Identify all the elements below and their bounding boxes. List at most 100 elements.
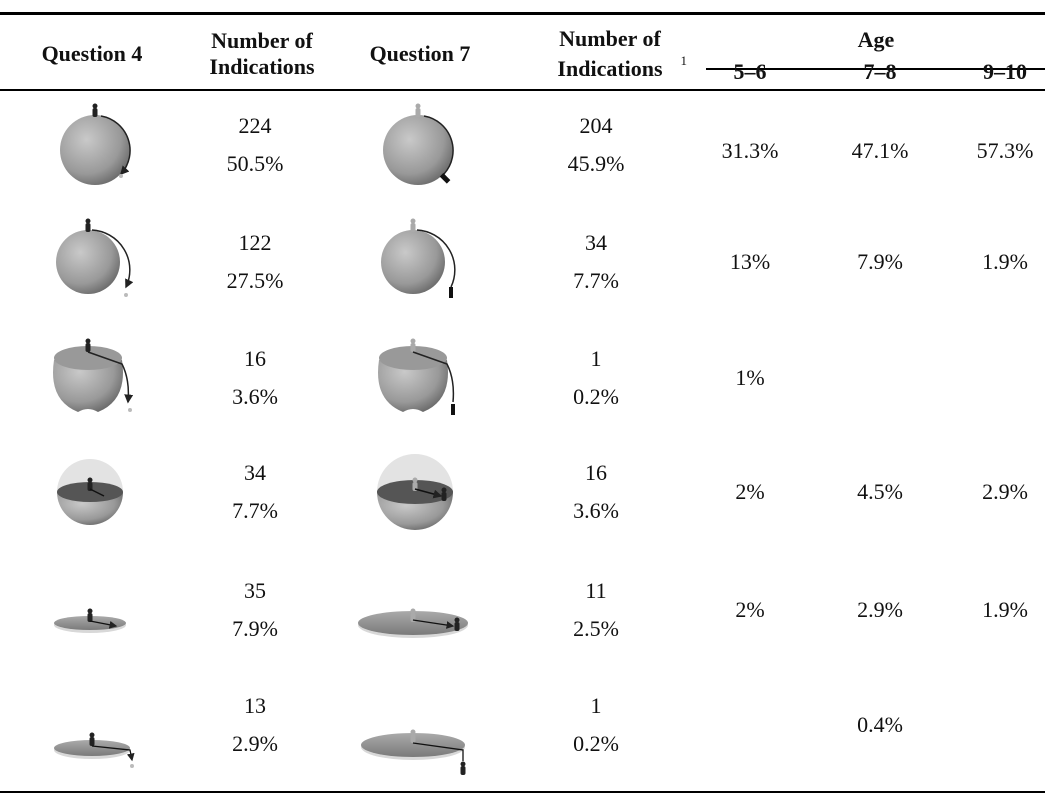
icon-shape	[412, 742, 464, 761]
icon-shape	[130, 764, 134, 768]
table-cell: 122	[238, 230, 272, 255]
table-cell: 2%	[735, 597, 765, 622]
header-cell: 7–8	[863, 59, 897, 84]
table-cell: 7.9%	[232, 616, 278, 641]
table-cell: 7.7%	[232, 498, 278, 523]
icon-shape	[85, 338, 91, 352]
header-cell: Question 4	[41, 41, 143, 66]
icon-shape	[119, 174, 123, 178]
table-cell: 16	[585, 460, 607, 485]
icon-shape	[87, 477, 93, 491]
table-cell: 57.3%	[976, 138, 1034, 163]
table-cell: 1	[590, 693, 602, 718]
icon-shape	[54, 616, 126, 630]
header-cell: 9–10	[983, 59, 1027, 84]
table-cell: 11	[585, 578, 607, 603]
icon-shape	[57, 459, 123, 525]
icon-shape	[60, 103, 131, 185]
table-cell: 13%	[729, 249, 771, 274]
icon-shape	[89, 732, 95, 746]
icon-shape	[454, 617, 460, 631]
table-cell: 0.4%	[857, 712, 903, 737]
icon-shape	[381, 218, 456, 298]
icon-shape	[379, 346, 447, 370]
icon-shape	[87, 351, 134, 404]
table-cell: 13	[244, 693, 266, 718]
header-text: Number of Indications	[557, 26, 663, 81]
icon-shape	[91, 745, 135, 762]
table-cell: 2.5%	[573, 616, 619, 641]
icon-shape	[415, 103, 421, 117]
table-cell: 35	[244, 578, 266, 603]
icon-shape	[56, 218, 134, 297]
table-cell: 16	[244, 346, 266, 371]
table-cell: 1.9%	[982, 597, 1028, 622]
header-rule	[0, 89, 1045, 91]
icon-shape	[128, 408, 132, 412]
icon-shape	[381, 230, 445, 294]
icon-shape	[377, 454, 453, 530]
icon-shape	[54, 732, 135, 768]
icon-shape	[361, 729, 466, 775]
table-cell: 204	[579, 113, 613, 138]
icon-shape	[423, 115, 454, 175]
icon-shape	[451, 404, 455, 415]
icon-shape	[416, 229, 456, 288]
icon-shape	[53, 338, 134, 412]
table-cell: 7.7%	[573, 268, 619, 293]
table-cell: 3.6%	[573, 498, 619, 523]
table-cell: 0.2%	[573, 384, 619, 409]
table-cell: 4.5%	[857, 479, 903, 504]
table-cell: 50.5%	[226, 151, 284, 176]
icon-shape	[54, 740, 130, 756]
icon-shape	[54, 608, 126, 633]
top-rule	[0, 12, 1045, 15]
table-cell: 224	[238, 113, 272, 138]
header-cell: 5–6	[733, 59, 767, 84]
icon-shape	[412, 351, 455, 403]
icon-shape	[414, 488, 443, 499]
icon-shape	[100, 115, 131, 176]
table-cell: 2%	[735, 479, 765, 504]
icon-shape	[60, 115, 130, 185]
icon-shape	[460, 761, 466, 775]
table-cell: 27.5%	[226, 268, 284, 293]
table-cell: 1%	[735, 365, 765, 390]
table-cell: 2.9%	[857, 597, 903, 622]
icon-shape	[383, 103, 454, 185]
icon-shape	[91, 229, 134, 289]
icon-shape	[361, 733, 465, 757]
icon-shape	[449, 287, 453, 298]
header-cell: Age	[857, 27, 895, 52]
table-cell: 2.9%	[982, 479, 1028, 504]
bottom-rule	[0, 791, 1045, 793]
footnote-mark: 1	[680, 53, 688, 68]
icon-shape	[410, 729, 416, 743]
icon-shape	[439, 173, 451, 184]
header-cell: Question 7	[369, 41, 471, 66]
header-cell: Number of Indications 1	[535, 24, 688, 84]
icon-shape	[56, 230, 120, 294]
icon-shape	[124, 293, 128, 297]
icon-shape	[87, 608, 93, 622]
table-cell: 31.3%	[721, 138, 779, 163]
table-cell: 1.9%	[982, 249, 1028, 274]
icon-shape	[57, 482, 123, 502]
icon-shape	[54, 346, 122, 370]
icon-shape	[383, 115, 453, 185]
icon-shape	[92, 103, 98, 117]
table-cell: 7.9%	[857, 249, 903, 274]
table-cell: 34	[585, 230, 607, 255]
icon-shape	[378, 338, 455, 415]
icon-shape	[441, 487, 447, 501]
table-cell: 45.9%	[567, 151, 625, 176]
table-cell: 2.9%	[232, 731, 278, 756]
icon-shape	[410, 338, 416, 352]
icon-shape	[358, 608, 468, 638]
icon-shape	[412, 619, 455, 629]
icon-shape	[410, 218, 416, 232]
age-rule	[706, 68, 1045, 70]
